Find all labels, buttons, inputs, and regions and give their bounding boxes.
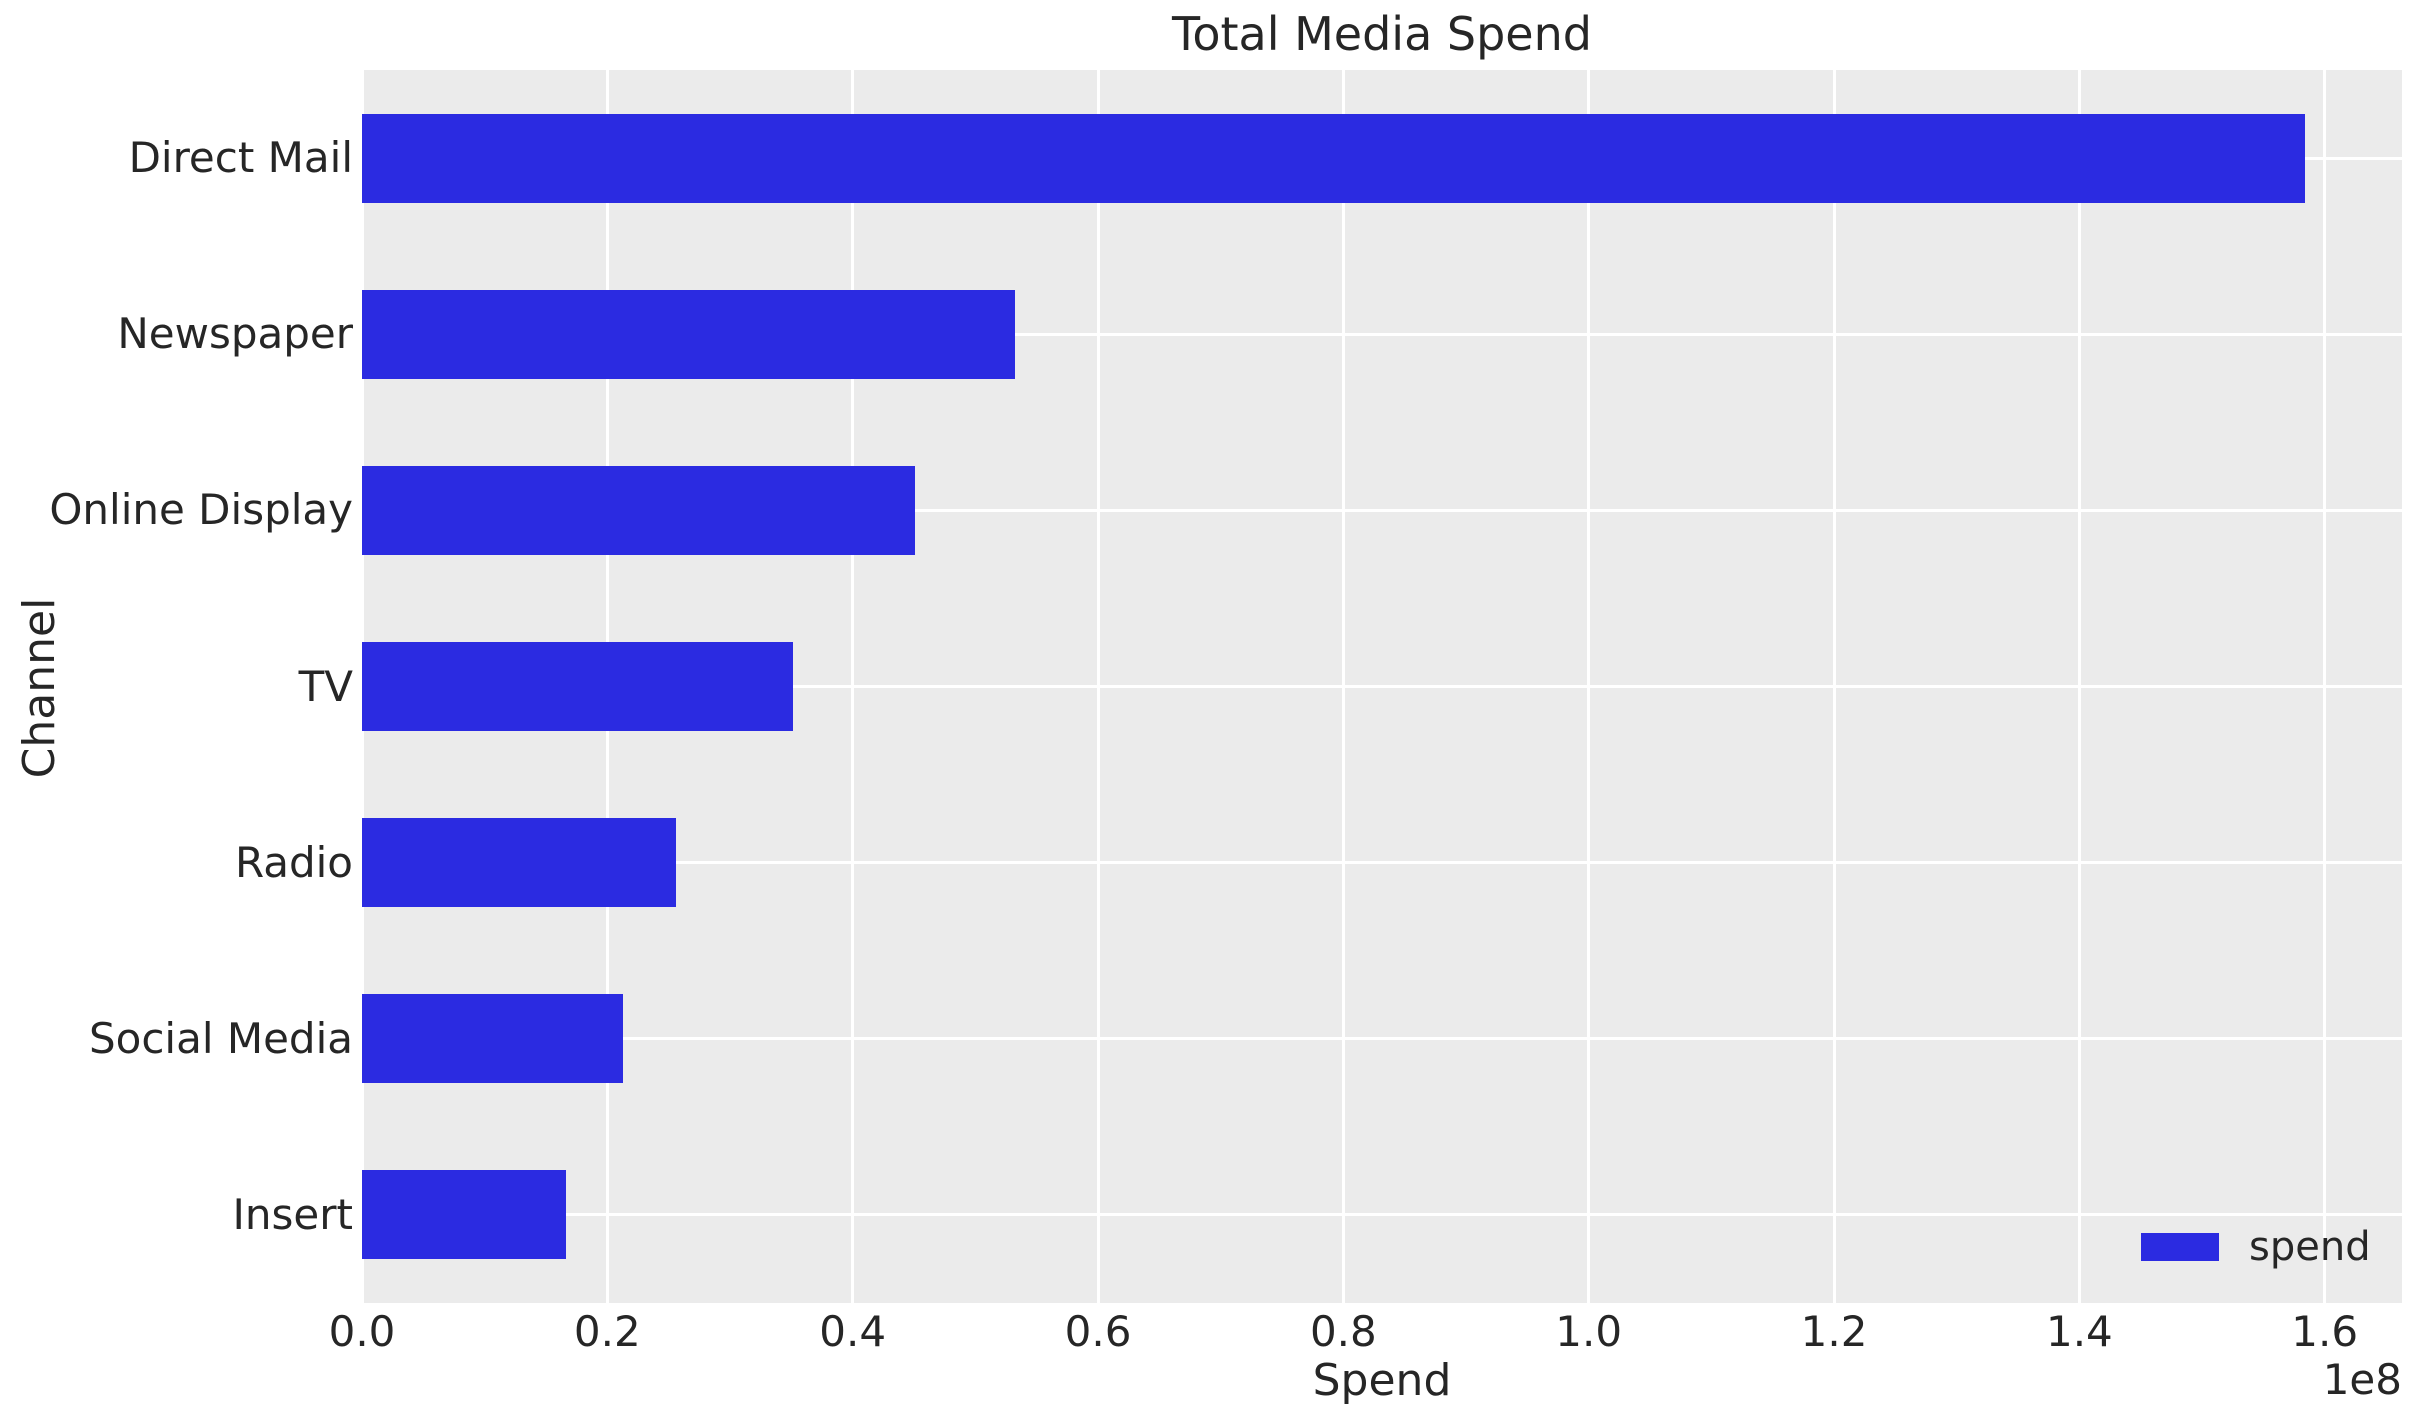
legend: spend	[2141, 1219, 2371, 1275]
y-axis-label: Channel	[14, 597, 65, 779]
y-tick-label-social-media: Social Media	[88, 1013, 353, 1063]
bar-insert	[362, 1170, 566, 1260]
x-tick-label-0.8: 0.8	[1309, 1307, 1377, 1356]
x-tick-label-0.0: 0.0	[328, 1307, 396, 1356]
y-gridline-radio	[362, 861, 2402, 865]
y-tick-label-radio: Radio	[234, 837, 353, 887]
bar-social-media	[362, 994, 624, 1084]
x-tick-label-1.2: 1.2	[1800, 1307, 1868, 1356]
bar-tv	[362, 642, 793, 731]
y-gridline-social-media	[362, 1037, 2402, 1041]
x-tick-label-0.6: 0.6	[1064, 1307, 1132, 1356]
bar-newspaper	[362, 289, 1015, 379]
y-gridline-online-display	[362, 508, 2402, 512]
y-tick-label-direct-mail: Direct Mail	[128, 133, 353, 183]
y-tick-label-insert: Insert	[232, 1189, 353, 1239]
chart-title: Total Media Spend	[1172, 7, 1592, 61]
legend-label-spend: spend	[2249, 1224, 2371, 1270]
y-gridline-tv	[362, 685, 2402, 688]
legend-swatch-spend	[2141, 1233, 2219, 1261]
y-tick-label-tv: TV	[298, 661, 353, 711]
bar-radio	[362, 818, 677, 908]
x-tick-label-0.4: 0.4	[819, 1307, 887, 1356]
bar-online-display	[362, 465, 916, 555]
bar-direct-mail	[362, 113, 2306, 203]
y-tick-label-newspaper: Newspaper	[117, 309, 353, 359]
x-tick-label-1.0: 1.0	[1555, 1307, 1623, 1356]
y-gridline-newspaper	[362, 332, 2402, 336]
x-axis-label: Spend	[1312, 1355, 1452, 1406]
x-tick-label-0.2: 0.2	[573, 1307, 641, 1356]
x-tick-label-1.4: 1.4	[2045, 1307, 2113, 1356]
x-axis-offset-label: 1e8	[2322, 1355, 2402, 1404]
y-gridline-insert	[362, 1213, 2402, 1217]
y-tick-label-online-display: Online Display	[49, 485, 353, 535]
plot-area: spend	[360, 70, 2402, 1303]
x-tick-label-1.6: 1.6	[2291, 1307, 2359, 1356]
